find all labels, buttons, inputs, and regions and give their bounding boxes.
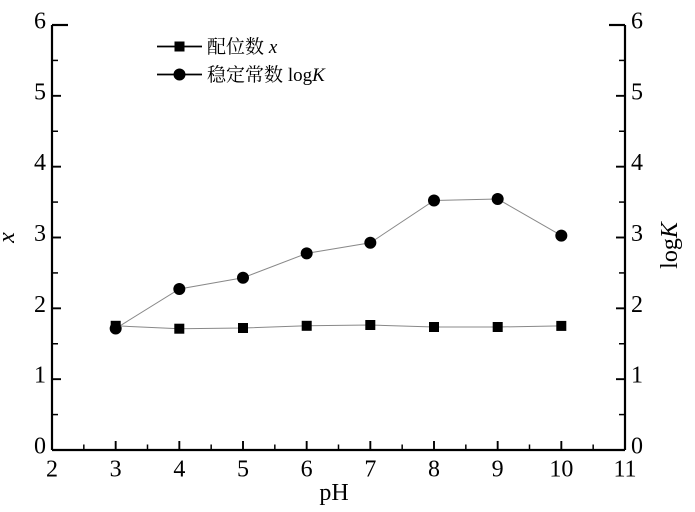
svg-text:1: 1 <box>631 363 643 389</box>
svg-text:2: 2 <box>46 457 58 483</box>
svg-text:8: 8 <box>428 457 440 483</box>
svg-text:1: 1 <box>34 363 46 389</box>
svg-text:配位数 x: 配位数 x <box>207 32 278 59</box>
svg-text:6: 6 <box>34 9 46 35</box>
svg-text:6: 6 <box>301 457 313 483</box>
svg-text:6: 6 <box>631 9 643 35</box>
svg-text:3: 3 <box>631 221 643 247</box>
svg-text:10: 10 <box>549 457 573 483</box>
svg-text:4: 4 <box>173 457 185 483</box>
svg-text:稳定常数 logK: 稳定常数 logK <box>207 60 326 87</box>
svg-text:4: 4 <box>631 150 643 176</box>
svg-text:7: 7 <box>364 457 376 483</box>
svg-text:pH: pH <box>319 480 348 506</box>
svg-text:x: x <box>0 232 20 244</box>
svg-text:2: 2 <box>631 292 643 318</box>
svg-text:logK: logK <box>657 220 683 269</box>
svg-text:4: 4 <box>34 150 46 176</box>
svg-text:2: 2 <box>34 292 46 318</box>
svg-text:11: 11 <box>613 457 636 483</box>
svg-text:3: 3 <box>110 457 122 483</box>
svg-text:9: 9 <box>492 457 504 483</box>
svg-text:3: 3 <box>34 221 46 247</box>
svg-text:5: 5 <box>34 79 46 105</box>
svg-text:0: 0 <box>34 434 46 460</box>
svg-text:5: 5 <box>237 457 249 483</box>
svg-text:5: 5 <box>631 79 643 105</box>
